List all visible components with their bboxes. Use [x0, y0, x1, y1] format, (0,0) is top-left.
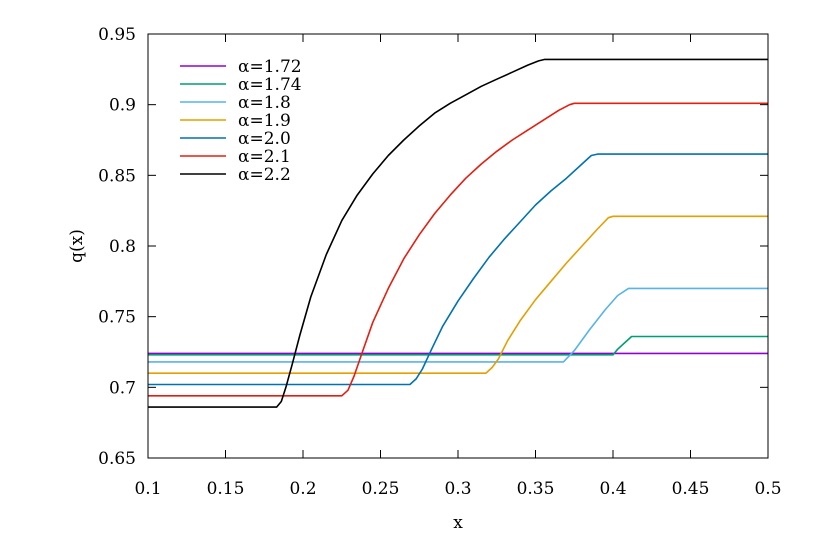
x-tick-label: 0.25: [362, 479, 400, 499]
legend-label-6: α=2.2: [238, 165, 291, 185]
legend-label-5: α=2.1: [238, 147, 291, 167]
y-axis-label: q(x): [67, 229, 87, 263]
legend-label-1: α=1.74: [238, 75, 302, 95]
legend: α=1.72α=1.74α=1.8α=1.9α=2.0α=2.1α=2.2: [180, 57, 302, 185]
x-tick-label: 0.15: [207, 479, 245, 499]
y-tick-label: 0.9: [109, 96, 136, 116]
series-line-3: [148, 215, 768, 375]
legend-label-3: α=1.9: [238, 111, 291, 131]
y-tick-label: 0.75: [98, 308, 136, 328]
series-line-6: [148, 58, 768, 408]
y-tick-label: 0.95: [98, 25, 136, 45]
x-tick-label: 0.45: [672, 479, 710, 499]
x-tick-label: 0.35: [517, 479, 555, 499]
series-line-4: [148, 153, 768, 386]
series-line-2: [148, 287, 768, 363]
y-tick-label: 0.65: [98, 449, 136, 469]
y-tick-label: 0.85: [98, 166, 136, 186]
x-tick-label: 0.3: [444, 479, 471, 499]
legend-label-0: α=1.72: [238, 57, 302, 77]
series-line-5: [148, 102, 768, 397]
y-axis: 0.65 0.7 0.75 0.8 0.85 0.9 0.95: [98, 25, 768, 469]
plot-lines: [148, 58, 768, 408]
x-tick-label: 0.5: [754, 479, 781, 499]
x-axis: 0.1 0.15 0.2 0.25 0.3 0.35 0.4 0.45 0.5: [134, 34, 782, 499]
x-tick-label: 0.4: [599, 479, 626, 499]
legend-label-4: α=2.0: [238, 129, 291, 149]
x-axis-label: x: [453, 513, 463, 533]
y-tick-label: 0.8: [109, 237, 136, 257]
legend-label-2: α=1.8: [238, 93, 291, 113]
y-tick-label: 0.7: [109, 378, 136, 398]
series-line-1: [148, 335, 768, 356]
x-tick-label: 0.1: [134, 479, 161, 499]
x-tick-label: 0.2: [289, 479, 316, 499]
